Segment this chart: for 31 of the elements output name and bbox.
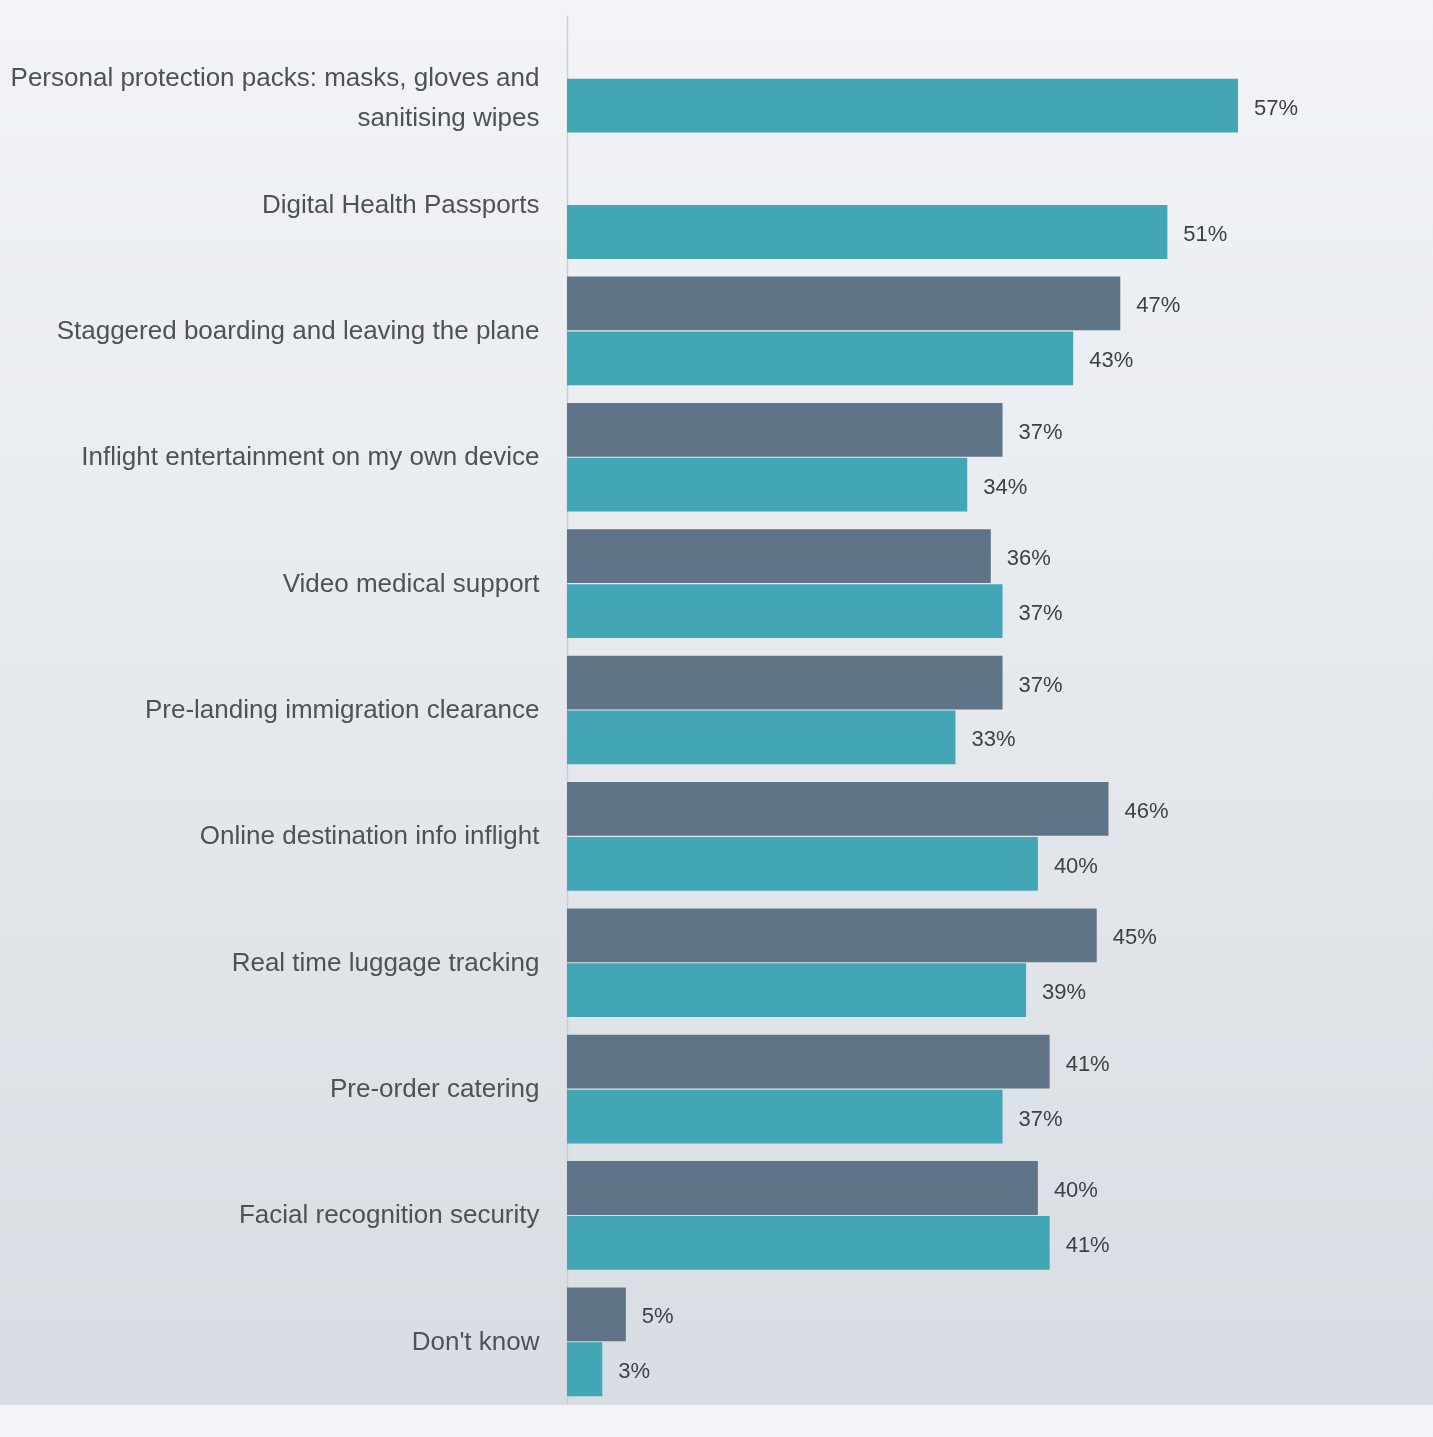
y-tick-label: Video medical support: [282, 567, 541, 598]
y-tick-label: Personal protection packs: masks, gloves and sanitising wipes: [10, 62, 540, 133]
data-label: 34%: [983, 473, 1028, 499]
data-label: 51%: [1183, 220, 1228, 246]
data-label: 45%: [1112, 924, 1157, 950]
data-label: 43%: [1089, 347, 1134, 373]
data-label: 40%: [1053, 1177, 1098, 1203]
y-tick-label: Don't know: [411, 1325, 540, 1356]
y-tick-label: Real time luggage tracking: [231, 946, 540, 977]
y-tick-label: Staggered boarding and leaving the plane: [56, 314, 540, 345]
data-label: 37%: [1018, 1105, 1063, 1131]
data-label: 37%: [1018, 600, 1063, 626]
data-label: 41%: [1065, 1231, 1110, 1257]
data-label: 41%: [1065, 1050, 1110, 1076]
data-label: 40%: [1053, 852, 1098, 878]
data-label: 37%: [1018, 418, 1063, 444]
y-tick-label: Facial recognition security: [238, 1199, 540, 1230]
y-tick-label: Online destination info inflight: [199, 820, 541, 851]
data-label: 47%: [1136, 292, 1181, 318]
data-label: 46%: [1124, 797, 1169, 823]
data-label: 3%: [618, 1358, 651, 1384]
data-label: 36%: [1006, 545, 1051, 571]
data-label: 57%: [1254, 94, 1299, 120]
data-label: 39%: [1042, 979, 1087, 1005]
y-tick-label: Pre-landing immigration clearance: [144, 694, 540, 724]
y-tick-label: Digital Health Passports: [262, 188, 540, 219]
data-label: 33%: [971, 726, 1016, 752]
y-tick-label: Inflight entertainment on my own device: [81, 441, 540, 472]
data-label: 37%: [1018, 671, 1063, 697]
data-label: 5%: [641, 1303, 674, 1329]
y-tick-label: Pre-order catering: [329, 1073, 540, 1104]
